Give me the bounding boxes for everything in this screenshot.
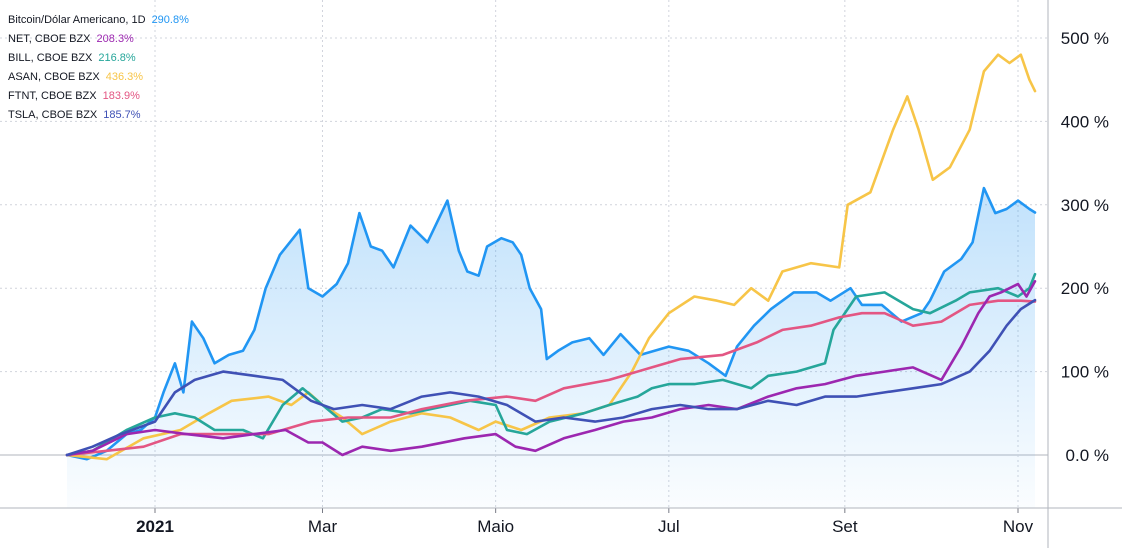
x-tick-label: Mar: [308, 517, 338, 536]
legend-label: TSLA, CBOE BZX: [8, 109, 98, 121]
legend-label: BILL, CBOE BZX: [8, 52, 93, 64]
legend-label: ASAN, CBOE BZX: [8, 71, 100, 83]
y-tick-label: 400 %: [1061, 112, 1109, 131]
y-tick-label: 100 %: [1061, 363, 1109, 382]
legend-item-ftnt[interactable]: FTNT, CBOE BZX 183.9%: [8, 87, 189, 106]
series-line-ASAN, CBOE BZX: [65, 53, 1037, 461]
area-fill: [67, 188, 1035, 508]
legend-item-tsla[interactable]: TSLA, CBOE BZX 185.7%: [8, 106, 189, 125]
y-tick-label: 300 %: [1061, 196, 1109, 215]
legend-value: 185.7%: [103, 109, 141, 121]
y-tick-label: 500 %: [1061, 29, 1109, 48]
legend-item-net[interactable]: NET, CBOE BZX 208.3%: [8, 30, 189, 49]
legend-item-btc[interactable]: Bitcoin/Dólar Americano, 1D 290.8%: [8, 11, 189, 30]
series-line-Bitcoin/Dólar Americano, 1D: [65, 186, 1037, 461]
legend-value: 290.8%: [151, 14, 189, 26]
x-tick-label: Maio: [477, 517, 514, 536]
legend-item-bill[interactable]: BILL, CBOE BZX 216.8%: [8, 49, 189, 68]
y-tick-label: 200 %: [1061, 279, 1109, 298]
series-line-NET, CBOE BZX: [65, 280, 1037, 457]
series-area-Bitcoin/Dólar Americano, 1D: [67, 188, 1035, 508]
legend: Bitcoin/Dólar Americano, 1D 290.8% NET, C…: [8, 11, 189, 125]
x-tick-label: Set: [832, 517, 858, 536]
legend-value: 208.3%: [96, 33, 134, 45]
legend-value: 436.3%: [105, 71, 144, 83]
x-tick-label: Jul: [658, 517, 680, 536]
series-lines: [65, 53, 1037, 461]
series-line-TSLA, CBOE BZX: [65, 298, 1037, 457]
legend-value: 183.9%: [102, 90, 140, 102]
legend-value: 216.8%: [98, 52, 136, 64]
legend-label: NET, CBOE BZX: [8, 33, 91, 45]
legend-item-asan[interactable]: ASAN, CBOE BZX 436.3%: [8, 68, 189, 87]
y-tick-label: 0.0 %: [1066, 446, 1109, 465]
legend-label: Bitcoin/Dólar Americano, 1D: [8, 14, 146, 26]
x-tick-label: Nov: [1003, 517, 1034, 536]
legend-label: FTNT, CBOE BZX: [8, 90, 97, 102]
x-tick-label: 2021: [136, 517, 174, 536]
